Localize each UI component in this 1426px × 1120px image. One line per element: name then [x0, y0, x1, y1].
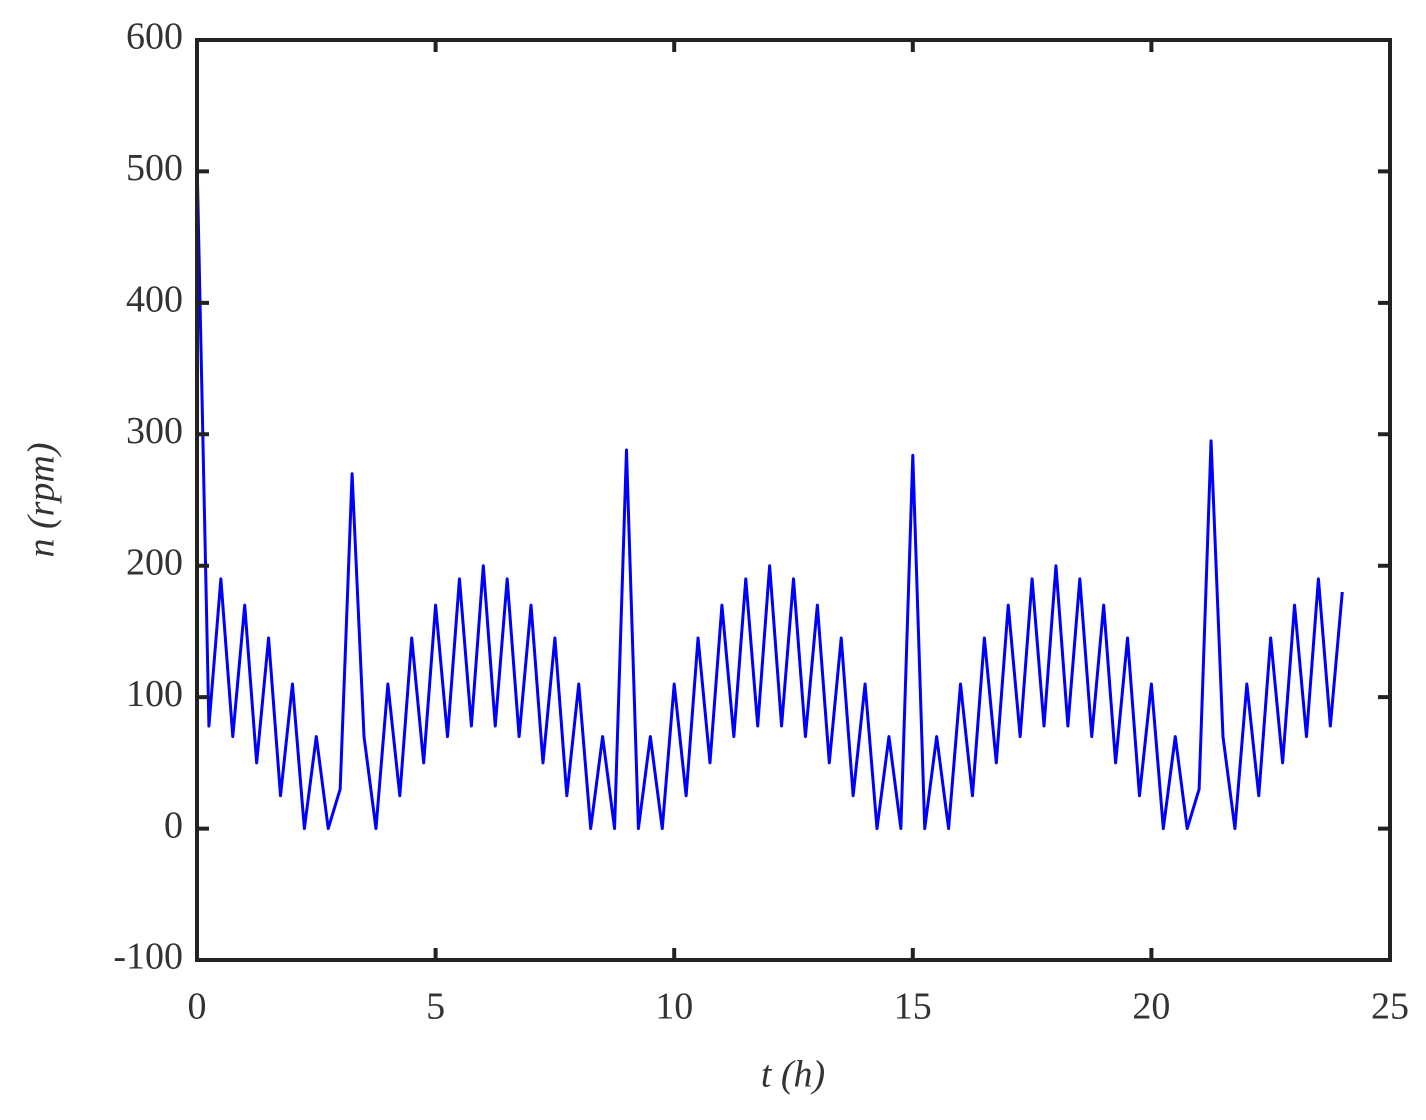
x-tick-label: 25 [1371, 986, 1409, 1028]
y-tick-label: -100 [113, 936, 183, 978]
x-tick-label: 20 [1132, 986, 1170, 1028]
x-tick-label: 15 [894, 986, 932, 1028]
x-tick-label: 0 [188, 986, 207, 1028]
x-tick-label: 5 [426, 986, 445, 1028]
y-tick-label: 400 [126, 279, 183, 321]
y-tick-label: 0 [164, 804, 183, 846]
y-axis-label: n (rpm) [21, 442, 63, 557]
data-line [195, 158, 1344, 831]
x-axis-label: t (h) [761, 1054, 825, 1096]
x-tick-label: 10 [655, 986, 693, 1028]
y-tick-label: 100 [126, 673, 183, 715]
y-tick-label: 600 [126, 16, 183, 58]
y-tick-label: 300 [126, 410, 183, 452]
y-tick-label: 200 [126, 541, 183, 583]
plot-frame [195, 38, 1392, 962]
y-tick-label: 500 [126, 147, 183, 189]
